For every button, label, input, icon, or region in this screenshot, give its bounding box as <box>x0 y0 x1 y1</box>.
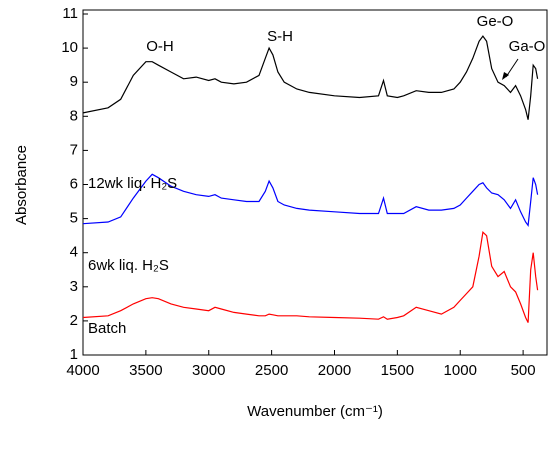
x-tick-label: 2000 <box>318 362 351 379</box>
arrow-head <box>502 72 509 80</box>
series-line <box>82 230 539 323</box>
x-tick-label: 500 <box>511 362 536 379</box>
y-tick-label: 8 <box>70 107 78 124</box>
y-tick-label: 11 <box>62 5 78 22</box>
series-label: 6wk liq. H₂S <box>88 257 169 274</box>
series-label: 12wk liq. H₂S <box>88 175 177 192</box>
x-tick-label: 3000 <box>192 362 225 379</box>
x-tick-label: 3500 <box>129 362 162 379</box>
annotation: Ge-O <box>477 13 514 30</box>
series-line <box>82 173 539 227</box>
y-axis-label: Absorbance <box>13 145 30 225</box>
annotation: S-H <box>267 28 293 45</box>
annotation: O-H <box>146 38 174 55</box>
annotation: Ga-O <box>509 38 546 55</box>
y-tick-label: 3 <box>70 278 78 295</box>
y-tick-label: 10 <box>61 39 78 56</box>
series-line <box>82 35 539 120</box>
x-tick-label: 2500 <box>255 362 288 379</box>
y-tick-label: 1 <box>70 346 78 363</box>
y-tick-label: 5 <box>70 210 78 227</box>
y-tick-label: 7 <box>70 141 78 158</box>
x-tick-label: 1000 <box>444 362 477 379</box>
y-tick-label: 6 <box>70 175 78 192</box>
x-tick-label: 1500 <box>381 362 414 379</box>
plot-frame <box>82 9 548 356</box>
x-tick-label: 4000 <box>66 362 99 379</box>
y-tick-label: 4 <box>70 244 78 261</box>
x-axis-label: Wavenumber (cm⁻¹) <box>247 403 383 420</box>
y-tick-label: 2 <box>70 312 78 329</box>
y-tick-label: 9 <box>70 73 78 90</box>
annotation-arrow <box>505 58 519 78</box>
series-label: Batch <box>88 320 126 337</box>
